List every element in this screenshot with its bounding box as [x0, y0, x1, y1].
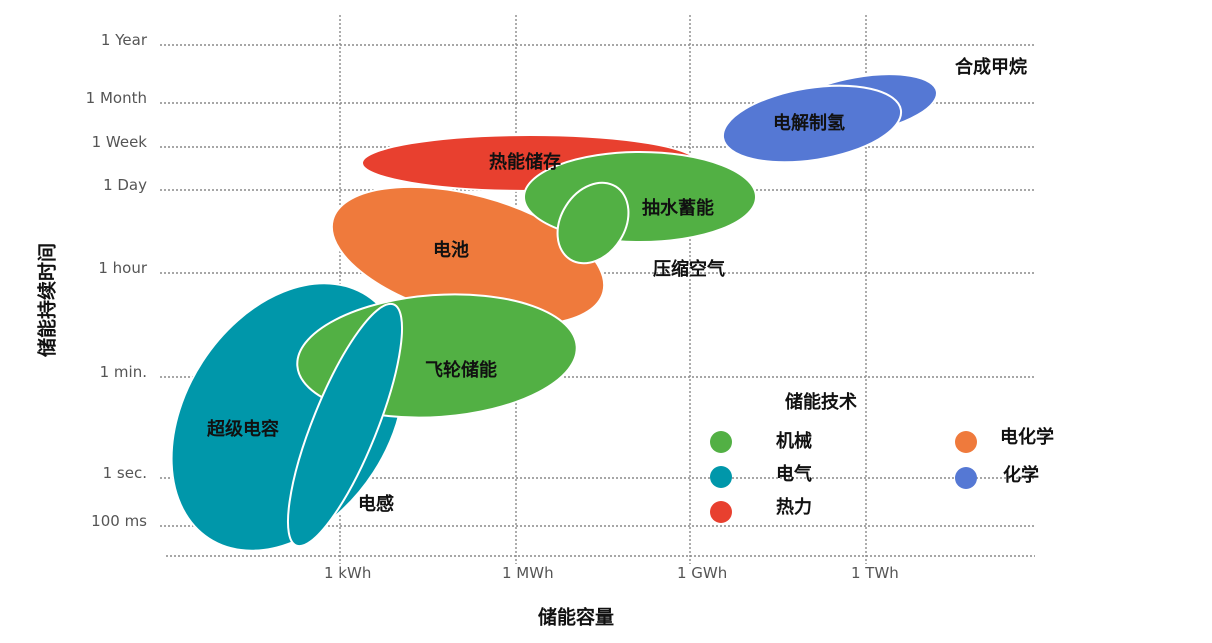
y-tick-label: 1 Year: [101, 31, 148, 49]
technology-label: 抽水蓄能: [642, 197, 714, 219]
legend-label: 电化学: [1000, 426, 1054, 448]
legend-label: 机械: [776, 430, 812, 452]
region-chemical: [721, 84, 903, 164]
legend-swatch-mechanical: [710, 431, 732, 453]
legend-title: 储能技术: [784, 391, 857, 413]
region-electrical: [286, 302, 404, 548]
legend-swatch-electrochemical: [955, 431, 977, 453]
y-tick-label: 1 sec.: [103, 464, 147, 482]
technology-regions: [170, 73, 938, 552]
technology-label: 电解制氢: [773, 112, 845, 134]
legend-label: 化学: [1003, 464, 1039, 486]
region-mechanical: [556, 181, 630, 265]
x-tick-labels: 1 kWh 1 MWh 1 GWh 1 TWh: [324, 564, 899, 582]
x-tick-label: 1 TWh: [851, 564, 899, 582]
technology-label: 热能储存: [489, 151, 561, 173]
legend-label: 电气: [776, 463, 812, 485]
legend-label: 热力: [776, 496, 812, 518]
x-tick-label: 1 kWh: [324, 564, 371, 582]
y-tick-label: 1 min.: [100, 363, 147, 381]
x-axis-title: 储能容量: [538, 606, 614, 629]
technology-label: 合成甲烷: [955, 56, 1027, 78]
technology-label: 飞轮储能: [425, 359, 497, 381]
y-tick-label: 1 hour: [98, 259, 148, 277]
y-tick-label: 1 Month: [86, 89, 147, 107]
y-axis-title: 储能持续时间: [36, 243, 59, 357]
y-tick-label: 100 ms: [91, 512, 147, 530]
technology-label: 电池: [433, 239, 469, 261]
technology-label: 超级电容: [207, 418, 279, 440]
y-tick-label: 1 Week: [92, 133, 148, 151]
x-tick-label: 1 GWh: [677, 564, 727, 582]
technology-label: 压缩空气: [653, 258, 725, 280]
y-tick-labels: 1 Year 1 Month 1 Week 1 Day 1 hour 1 min. 1 se…: [86, 31, 148, 530]
y-tick-label: 1 Day: [103, 176, 147, 194]
technology-label: 电感: [358, 493, 394, 515]
legend-swatch-chemical: [955, 467, 977, 489]
legend-swatch-electrical: [710, 466, 732, 488]
x-tick-label: 1 MWh: [502, 564, 554, 582]
legend-swatch-thermal: [710, 501, 732, 523]
